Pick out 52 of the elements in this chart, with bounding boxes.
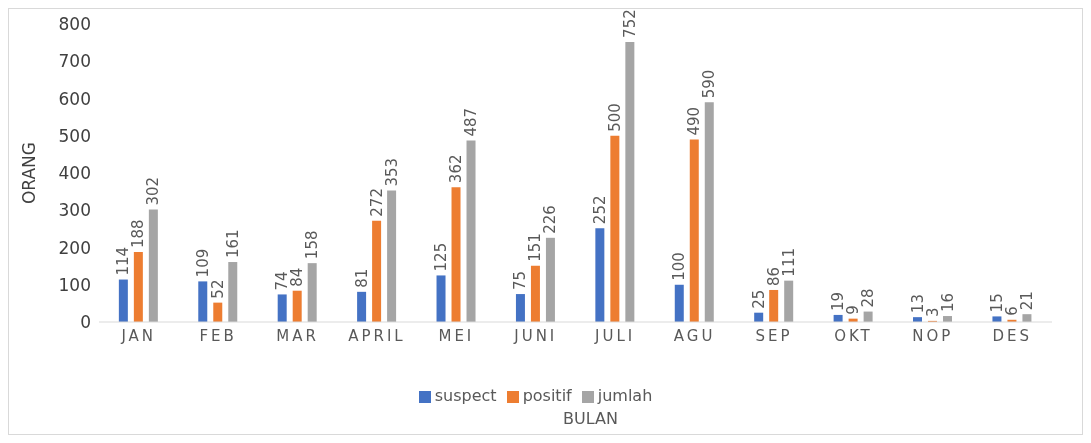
y-tick-label: 500 (58, 125, 91, 146)
data-label: 272 (367, 188, 386, 217)
data-label: 590 (700, 69, 719, 99)
x-axis-title: BULAN (562, 409, 619, 429)
x-tick-label: APRIL (348, 326, 406, 345)
legend-label: suspect (434, 386, 497, 405)
legend-label: jumlah (597, 386, 653, 405)
data-label: 752 (620, 9, 639, 38)
data-label: 362 (447, 154, 466, 184)
data-label: 226 (541, 205, 560, 234)
x-tick-label: NOP (912, 326, 954, 345)
y-tick-label: 100 (58, 274, 91, 295)
data-label: 9 (844, 305, 863, 315)
y-tick-label: 200 (58, 237, 91, 258)
y-axis-title: ORANG (19, 141, 40, 205)
x-tick-label: JAN (120, 326, 157, 345)
data-label: 25 (749, 289, 768, 309)
y-tick-label: 600 (58, 88, 91, 109)
x-tick-label: DES (992, 326, 1033, 345)
data-label: 52 (208, 279, 227, 299)
data-label: 125 (432, 242, 451, 272)
y-tick-label: 700 (58, 51, 91, 72)
x-tick-label: SEP (755, 326, 793, 345)
x-tick-label: OKT (834, 326, 873, 345)
y-tick-label: 400 (58, 163, 91, 184)
data-label: 100 (670, 252, 689, 281)
x-tick-label: JULI (594, 326, 636, 345)
y-tick-label: 300 (58, 200, 91, 221)
x-tick-label: FEB (199, 326, 237, 345)
x-tick-label: MEI (438, 326, 475, 345)
data-label: 114 (114, 246, 133, 276)
data-label: 353 (382, 157, 401, 187)
data-label: 151 (526, 233, 545, 262)
legend-label: positif (522, 386, 572, 405)
y-tick-label: 0 (80, 312, 91, 333)
data-label: 500 (605, 103, 624, 132)
x-tick-label: AGU (673, 326, 716, 345)
data-label: 490 (685, 106, 704, 136)
data-label: 28 (859, 288, 878, 308)
data-label: 109 (193, 248, 212, 278)
data-label: 487 (462, 107, 481, 137)
data-label: 188 (129, 219, 148, 248)
data-label: 75 (511, 270, 530, 291)
data-label: 84 (288, 267, 307, 287)
x-tick-label: MAR (276, 326, 319, 345)
x-tick-label: JUNI (513, 326, 558, 345)
y-tick-label: 800 (58, 14, 91, 35)
data-label: 81 (352, 268, 371, 288)
data-label: 161 (223, 229, 242, 259)
data-label: 158 (303, 230, 322, 260)
data-label: 302 (144, 176, 163, 206)
data-label: 252 (590, 195, 609, 225)
